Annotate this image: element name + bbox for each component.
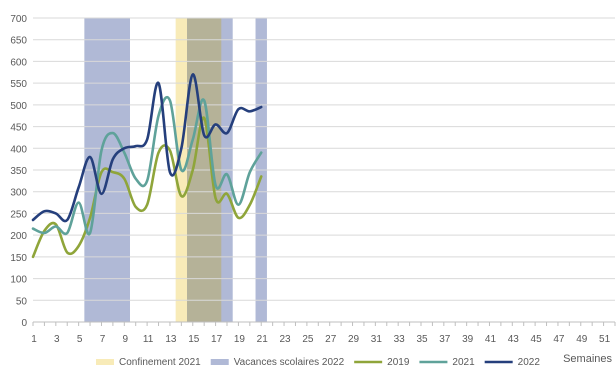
y-tick-label: 300: [10, 188, 27, 199]
y-tick-label: 0: [21, 318, 27, 329]
x-tick-label: 7: [100, 334, 106, 345]
x-tick-label: 5: [77, 334, 83, 345]
legend-label-2: 2019: [387, 357, 410, 367]
x-tick-label: 35: [416, 334, 428, 345]
y-tick-label: 250: [10, 209, 27, 220]
y-tick-label: 350: [10, 166, 27, 177]
x-tick-label: 43: [508, 334, 520, 345]
x-tick-label: 15: [188, 334, 200, 345]
x-tick-label: 17: [211, 334, 223, 345]
y-tick-label: 450: [10, 123, 27, 134]
x-tick-label: 49: [576, 334, 588, 345]
y-tick-label: 100: [10, 275, 27, 286]
y-tick-label: 200: [10, 231, 27, 242]
x-tick-label: 13: [165, 334, 177, 345]
legend-swatch-0: [96, 359, 114, 365]
x-axis-label: Semaines: [563, 353, 612, 365]
y-tick-label: 150: [10, 253, 27, 264]
series-line-2019: [31, 116, 263, 259]
x-tick-label: 39: [462, 334, 474, 345]
legend-label-3: 2021: [452, 357, 475, 367]
y-tick-label: 500: [10, 101, 27, 112]
x-tick-label: 47: [553, 334, 565, 345]
y-tick-label: 400: [10, 144, 27, 155]
x-tick-label: 1: [31, 334, 37, 345]
x-tick-label: 3: [54, 334, 60, 345]
series-line-2022: [31, 73, 263, 223]
legend: Confinement 2021 Vacances scolaires 2022 2…: [96, 357, 540, 367]
legend-label-1: Vacances scolaires 2022: [234, 357, 345, 367]
y-tick-label: 700: [10, 14, 27, 25]
y-tick-label: 550: [10, 79, 27, 90]
x-tick-label: 9: [123, 334, 129, 345]
x-tick-label: 21: [257, 334, 269, 345]
x-tick-label: 31: [371, 334, 383, 345]
x-tick-label: 25: [302, 334, 314, 345]
x-tick-label: 23: [279, 334, 291, 345]
x-tick-label: 29: [348, 334, 360, 345]
y-tick-label: 650: [10, 36, 27, 47]
x-tick-label: 11: [143, 334, 154, 345]
x-tick-label: 33: [394, 334, 406, 345]
x-tick-label: 41: [485, 334, 497, 345]
x-tick-label: 19: [234, 334, 246, 345]
y-tick-label: 50: [16, 296, 28, 307]
series-line-2021: [31, 95, 263, 236]
x-tick-label: 37: [439, 334, 451, 345]
x-axis: 1 3 5 7 9 11 13 15 17 19 21 23 25 27 29 31 33 35 37 39 41 43 4…: [31, 322, 616, 345]
x-tick-label: 51: [599, 334, 611, 345]
x-tick-label: 45: [531, 334, 543, 345]
y-tick-label: 600: [10, 57, 27, 68]
y-axis: 0 50 100 150 200 250 300 350 400 450 500 550 600 650 7…: [10, 14, 27, 329]
legend-label-0: Confinement 2021: [119, 357, 201, 367]
legend-label-4: 2022: [518, 357, 541, 367]
x-tick-label: 27: [325, 334, 337, 345]
legend-swatch-1: [210, 359, 229, 365]
series-lines: [31, 73, 263, 259]
